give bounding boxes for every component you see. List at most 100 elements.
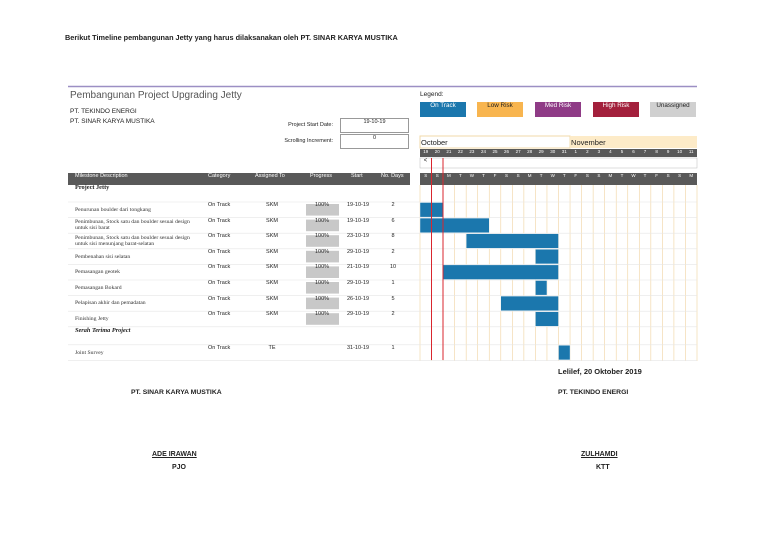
days: 6 <box>391 217 395 224</box>
weekday: S <box>678 173 682 178</box>
days: 2 <box>391 202 395 208</box>
weekday: T <box>459 173 462 178</box>
weekday: W <box>631 173 636 178</box>
weekday: F <box>574 173 578 178</box>
column-header: Progress <box>310 173 333 179</box>
weekday: T <box>643 173 647 178</box>
signatory-name: ZULHAMDI <box>581 451 618 458</box>
day-number: 29 <box>538 149 544 154</box>
assigned: SKM <box>266 233 278 240</box>
weekday: S <box>435 173 439 178</box>
signatory-role: KTT <box>596 464 610 471</box>
gantt-bar <box>419 217 490 233</box>
month-label: October <box>421 138 448 147</box>
category: On Track <box>208 280 231 286</box>
assigned: SKM <box>266 264 278 271</box>
day-number: 22 <box>457 149 463 154</box>
description: Pembenahan sisi selatan <box>75 253 131 260</box>
day-number: 30 <box>550 149 556 154</box>
assigned: SKM <box>266 295 278 302</box>
weekday: S <box>585 173 589 178</box>
weekday: T <box>482 173 485 178</box>
category: On Track <box>208 202 231 208</box>
progress: 100% <box>314 217 330 224</box>
day-number: 24 <box>480 149 486 154</box>
progress: 100% <box>314 264 330 271</box>
scroll-row <box>419 157 698 169</box>
days: 8 <box>391 233 395 240</box>
legend-item: High Risk <box>593 102 639 117</box>
progress-box <box>306 250 339 263</box>
description: Pemasangan Bokard <box>75 284 122 291</box>
gantt-bar <box>535 249 559 265</box>
column-header: Milestone Description <box>75 173 128 179</box>
description: Penimbunan, Stock satu dan boulder sesua… <box>75 234 190 247</box>
column-header: No. Days <box>381 173 404 179</box>
day-number: 8 <box>655 149 658 154</box>
description: Joint Survey <box>75 349 104 356</box>
start: 29-10-19 <box>346 280 370 286</box>
weekday: T <box>620 173 624 178</box>
weekday: F <box>655 173 658 178</box>
progress-box <box>306 266 339 278</box>
progress-box <box>306 282 339 294</box>
legend-title: Legend: <box>420 91 444 98</box>
column-header: Start <box>351 173 363 179</box>
weekday: M <box>446 173 451 178</box>
days: 5 <box>391 295 395 302</box>
section-title: Project Jetty <box>75 184 110 191</box>
legend-item: Med Risk <box>535 102 581 117</box>
weekday: S <box>597 173 601 178</box>
scroll-label: Scrolling Increment: <box>284 138 333 144</box>
day-number: 19 <box>423 149 429 154</box>
gantt-bar <box>500 295 559 311</box>
description: Pemasangan geotek <box>75 269 121 276</box>
gantt-bar <box>465 233 559 249</box>
start: 23-10-19 <box>346 233 370 240</box>
description: Finishing Jetty <box>75 315 109 322</box>
day-number: 21 <box>446 149 452 154</box>
day-number: 9 <box>666 149 670 154</box>
signatory-name: ADE IRAWAN <box>152 451 197 458</box>
company-name: PT. SINAR KARYA MUSTIKA <box>70 118 155 125</box>
day-number: 3 <box>597 149 601 154</box>
day-number: 31 <box>561 149 567 154</box>
day-number: 10 <box>677 149 683 154</box>
start: 31-10-19 <box>346 344 370 351</box>
weekday: S <box>424 173 428 178</box>
day-number: 7 <box>643 149 647 154</box>
category: On Track <box>208 295 231 302</box>
category: On Track <box>208 311 231 318</box>
gantt-bar <box>535 280 548 296</box>
day-number: 4 <box>609 149 612 154</box>
weekday: W <box>469 173 475 178</box>
start-value: 19-10-19 <box>340 118 409 133</box>
signatory-role: PJO <box>172 464 187 471</box>
assigned: TE <box>268 344 276 351</box>
description: Penimbunan, Stock satu dan boulder sesua… <box>75 219 190 232</box>
day-row <box>420 149 697 157</box>
progress: 100% <box>314 280 330 286</box>
gantt-bar <box>558 345 571 361</box>
day-number: 6 <box>632 149 635 154</box>
legend-item: Unassigned <box>650 102 696 117</box>
progress-box <box>306 219 339 232</box>
description: Penurunan boulder dari tongkang <box>75 206 151 213</box>
weekday: W <box>550 173 555 178</box>
section-title: Serah Terima Project <box>75 326 131 334</box>
category: On Track <box>208 217 231 224</box>
start: 29-10-19 <box>346 311 370 318</box>
day-number: 23 <box>469 149 475 154</box>
column-header: Assigned To <box>255 173 285 179</box>
place-date: Lelilef, 20 Oktober 2019 <box>558 367 642 376</box>
day-number: 25 <box>492 149 498 154</box>
progress: 100% <box>314 311 330 318</box>
intro-text: Berikut Timeline pembangunan Jetty yang … <box>65 33 398 42</box>
day-number: 1 <box>574 149 578 154</box>
start: 29-10-19 <box>346 248 370 255</box>
scroll-value: 0 <box>340 134 409 149</box>
day-number: 20 <box>434 149 440 154</box>
weekday-row <box>420 173 697 185</box>
